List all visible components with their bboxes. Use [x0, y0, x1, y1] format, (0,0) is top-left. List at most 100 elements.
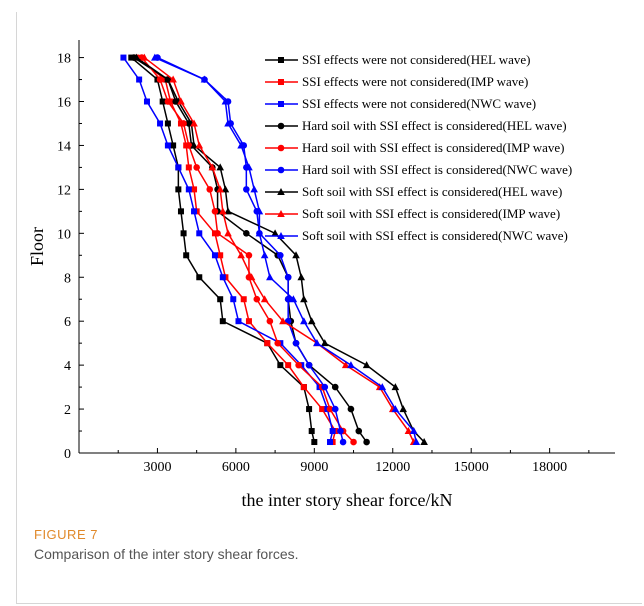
data-point — [307, 317, 316, 325]
data-point — [200, 75, 209, 83]
data-point — [284, 273, 292, 281]
y-tick-label: 8 — [64, 271, 71, 286]
y-axis-label: Floor — [27, 227, 47, 266]
data-point — [120, 54, 127, 61]
data-point — [260, 251, 269, 259]
data-point — [319, 406, 326, 413]
data-point — [326, 405, 334, 413]
data-point — [245, 318, 252, 325]
data-point — [305, 361, 313, 369]
data-point — [412, 438, 421, 446]
figure-label: FIGURE 7 — [34, 527, 98, 542]
legend-label: Hard soil with SSI effect is considered(… — [302, 162, 572, 177]
data-point — [221, 185, 230, 193]
data-point — [355, 427, 363, 435]
data-point — [350, 438, 357, 446]
data-point — [300, 384, 307, 391]
data-point — [341, 361, 350, 369]
data-point — [271, 229, 279, 237]
data-point — [183, 252, 190, 259]
data-point — [164, 75, 172, 83]
data-point — [219, 318, 226, 325]
data-point — [243, 230, 250, 237]
data-point — [211, 208, 219, 215]
data-point — [190, 119, 198, 127]
series-layer — [120, 53, 428, 446]
data-point — [247, 273, 256, 281]
x-tick-label: 18000 — [532, 460, 567, 475]
data-point — [237, 141, 245, 149]
data-point — [255, 229, 264, 237]
data-point — [260, 295, 269, 303]
data-point — [224, 229, 232, 237]
data-point — [266, 317, 274, 325]
data-point — [157, 120, 164, 127]
y-tick-label: 2 — [64, 403, 71, 418]
data-point — [219, 207, 227, 215]
y-tick-label: 14 — [57, 139, 71, 154]
data-point — [285, 362, 292, 369]
data-point — [177, 97, 185, 105]
shear-force-line-chart: 3000 6000 9000 12000 15000 18000 0 2 4 6 8 10 12 14 16… — [27, 40, 615, 510]
series-line — [130, 57, 316, 443]
data-point — [245, 163, 253, 171]
data-point — [214, 230, 221, 237]
data-point — [230, 296, 237, 303]
data-point — [216, 185, 224, 193]
data-point — [300, 317, 308, 325]
legend-label: Soft soil with SSI effect is considered(… — [302, 228, 568, 243]
data-point — [297, 273, 306, 281]
legend-item: SSI effects were not considered(HEL wave… — [265, 52, 531, 67]
data-point — [177, 208, 184, 215]
data-point — [175, 164, 182, 171]
data-point — [217, 296, 224, 303]
data-point — [156, 76, 164, 83]
data-point — [164, 98, 172, 105]
legend-item: Soft soil with SSI effect is considered(… — [265, 228, 568, 243]
data-point — [277, 362, 284, 369]
legend-item: Soft soil with SSI effect is considered(… — [265, 184, 562, 199]
x-tick-label: 15000 — [454, 460, 489, 475]
x-tick-label: 6000 — [222, 460, 250, 475]
legend-label: SSI effects were not considered(IMP wave… — [302, 74, 528, 89]
data-point — [175, 186, 182, 193]
data-point — [300, 295, 308, 303]
data-point — [169, 75, 177, 83]
data-point — [221, 97, 230, 105]
data-point — [250, 185, 258, 193]
x-tick-label: 3000 — [143, 460, 171, 475]
data-point — [363, 438, 370, 446]
data-point — [217, 252, 224, 259]
x-tick-label: 9000 — [300, 460, 328, 475]
data-point — [235, 318, 242, 325]
data-point — [245, 251, 253, 259]
data-point — [185, 142, 193, 149]
data-point — [306, 406, 313, 413]
data-point — [329, 428, 336, 435]
series-1 — [128, 54, 318, 446]
data-point — [327, 439, 334, 446]
data-point — [170, 142, 177, 149]
data-point — [136, 76, 143, 83]
data-point — [266, 273, 274, 281]
data-point — [279, 317, 287, 325]
data-point — [151, 53, 159, 61]
legend-marker — [277, 122, 285, 130]
legend-marker — [277, 188, 285, 195]
data-point — [409, 427, 418, 435]
data-point — [140, 53, 149, 61]
data-point — [185, 164, 192, 171]
data-point — [190, 141, 198, 149]
data-point — [196, 274, 203, 281]
series-line — [154, 56, 418, 443]
legend-label: Soft soil with SSI effect is considered(… — [302, 206, 560, 221]
y-tick-label: 18 — [57, 52, 71, 67]
y-tick-label: 10 — [57, 227, 71, 242]
data-point — [313, 339, 321, 347]
legend-marker — [277, 166, 285, 174]
data-point — [191, 208, 198, 215]
legend-marker — [277, 210, 285, 217]
data-point — [289, 295, 298, 303]
data-point — [216, 163, 224, 171]
series-2 — [133, 54, 339, 446]
